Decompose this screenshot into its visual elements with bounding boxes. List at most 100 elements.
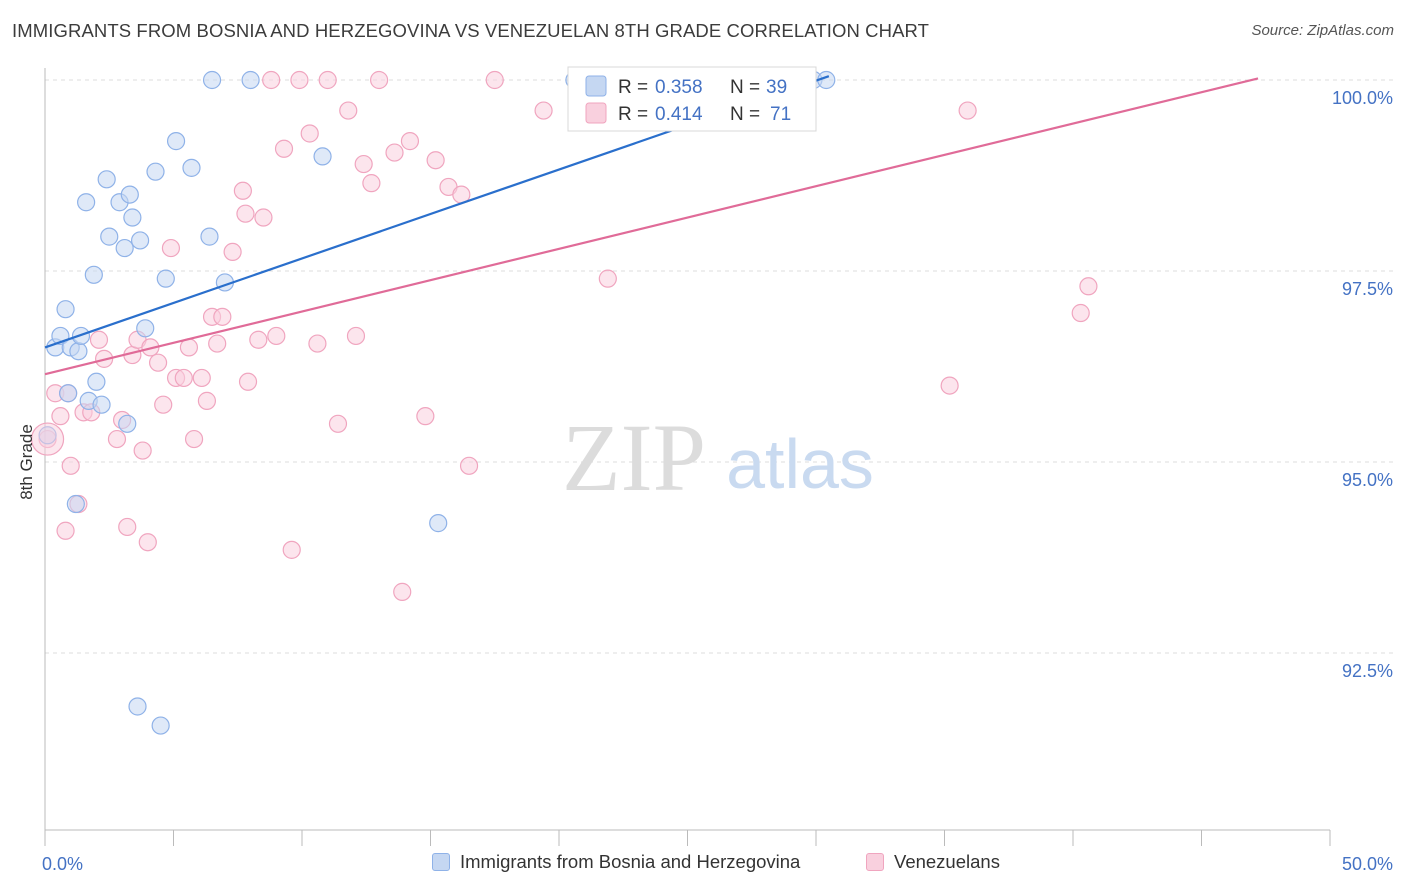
point-venezuelan (223, 242, 242, 261)
series-swatch-bosnia (432, 853, 450, 871)
series-legend-venezuelans[interactable]: Venezuelans (866, 851, 1000, 873)
point-bosnia (151, 716, 170, 735)
point-venezuelan (958, 101, 977, 120)
point-venezuelan (249, 330, 268, 349)
point-venezuelan (51, 407, 70, 426)
point-venezuelan (328, 414, 348, 433)
point-bosnia (128, 697, 147, 716)
watermark-zip: ZIP (562, 404, 706, 511)
point-bosnia (92, 395, 111, 414)
chart-title: IMMIGRANTS FROM BOSNIA AND HERZEGOVINA V… (12, 20, 930, 41)
series-label-bosnia: Immigrants from Bosnia and Herzegovina (460, 851, 801, 872)
point-venezuelan (346, 326, 366, 346)
point-venezuelan (534, 101, 553, 120)
point-venezuelan (370, 70, 389, 90)
point-bosnia (166, 132, 186, 151)
point-bosnia (84, 265, 103, 284)
legend-swatch-bosnia (585, 75, 607, 97)
point-venezuelan (184, 429, 204, 449)
point-venezuelan (362, 174, 381, 193)
point-venezuelan (154, 395, 173, 414)
point-bosnia (77, 193, 96, 212)
point-bosnia (118, 414, 137, 433)
point-venezuelan (300, 124, 319, 143)
point-bosnia (97, 170, 116, 189)
point-venezuelan (192, 368, 211, 388)
point-bosnia (241, 70, 260, 90)
point-venezuelan (197, 391, 217, 410)
point-bosnia (87, 372, 106, 391)
point-venezuelan (238, 372, 258, 391)
point-venezuelan (940, 376, 959, 395)
stats-legend: R = 0.358 N = 39 R = 0.414 N = 71 (567, 66, 817, 132)
point-venezuelan (318, 70, 337, 90)
legend-r-label-1: R = (618, 77, 648, 98)
point-venezuelan (290, 70, 309, 90)
point-bosnia (66, 494, 85, 514)
legend-n-label-1: N = (730, 77, 760, 98)
y-tick-label: 92.5% (1342, 661, 1393, 681)
point-venezuelan (208, 334, 227, 353)
point-bosnia (69, 342, 88, 361)
trend-line-venezuelans (44, 77, 1259, 376)
point-venezuelan (161, 238, 181, 258)
tick-labels: 100.0% 97.5% 95.0% 92.5% 0.0% 50.0% (42, 88, 1393, 874)
point-venezuelan (213, 307, 232, 326)
point-bosnia (56, 300, 75, 319)
point-bosnia (200, 227, 219, 246)
point-venezuelan (485, 70, 504, 90)
legend-r-value-2: 0.414 (655, 104, 703, 125)
series-legend-bosnia[interactable]: Immigrants from Bosnia and Herzegovina (432, 851, 800, 873)
point-venezuelan (89, 330, 109, 349)
point-bosnia (123, 208, 142, 227)
point-venezuelan (233, 181, 252, 200)
x-tick-label: 0.0% (42, 854, 83, 874)
point-bosnia (120, 185, 139, 204)
point-bosnia (136, 319, 155, 338)
point-bosnia (429, 514, 448, 533)
point-venezuelan-large (30, 422, 65, 456)
point-bosnia (313, 147, 332, 166)
point-venezuelan (267, 326, 286, 346)
gridlines (45, 79, 1395, 654)
point-bosnia (59, 384, 78, 403)
y-tick-label: 97.5% (1342, 279, 1393, 299)
legend-n-value-1: 39 (766, 77, 787, 98)
point-venezuelan (1071, 303, 1090, 323)
point-venezuelan (61, 456, 80, 475)
point-bosnia (202, 70, 222, 90)
legend-swatch-venezuelans (585, 102, 607, 124)
point-bosnia (115, 238, 134, 258)
point-bosnia (146, 162, 165, 181)
point-venezuelan (56, 521, 75, 540)
y-axis-title: 8th Grade (17, 424, 36, 500)
y-tick-label: 95.0% (1342, 470, 1393, 490)
point-venezuelan (174, 368, 193, 388)
watermark: ZIP atlas (562, 404, 874, 511)
point-venezuelan (426, 151, 445, 170)
source-note: Source: ZipAtlas.com (1251, 22, 1394, 39)
point-venezuelan (385, 143, 404, 162)
point-bosnia (182, 158, 201, 177)
watermark-atlas: atlas (726, 425, 874, 503)
point-venezuelan (282, 540, 301, 559)
data-points (30, 70, 1098, 735)
legend-r-label-2: R = (618, 104, 648, 125)
point-venezuelan (274, 139, 294, 158)
point-venezuelan (416, 407, 435, 426)
point-venezuelan (262, 70, 281, 90)
point-venezuelan (254, 208, 273, 227)
legend-n-label-2: N = (730, 104, 760, 125)
point-venezuelan (308, 334, 327, 353)
point-venezuelan (236, 204, 255, 223)
point-bosnia (100, 227, 119, 246)
point-venezuelan (393, 582, 412, 601)
point-venezuelan (1079, 277, 1098, 296)
series-swatch-venezuelans (866, 853, 884, 871)
point-venezuelan (400, 132, 420, 151)
point-venezuelan (133, 441, 152, 460)
point-venezuelan (459, 456, 479, 475)
stats-legend-frame (567, 66, 817, 132)
legend-n-value-2: 71 (770, 104, 791, 125)
